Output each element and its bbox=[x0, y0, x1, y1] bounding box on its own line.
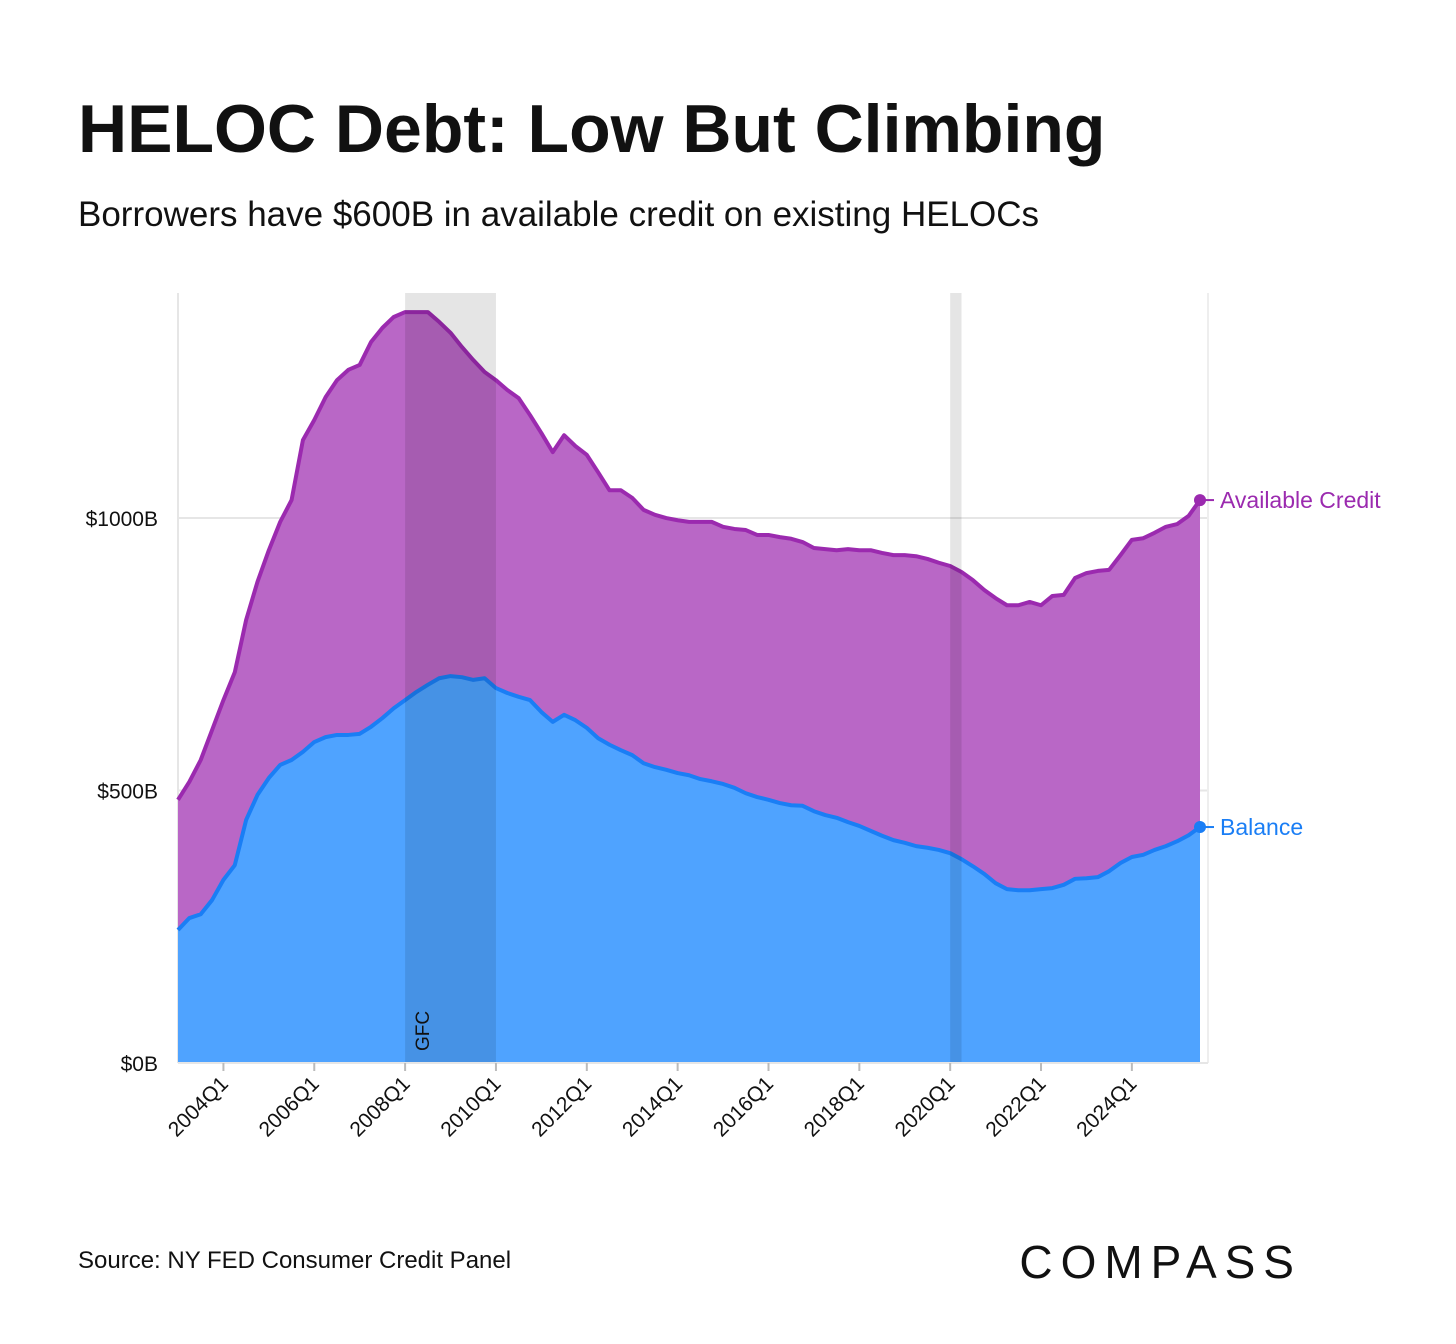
x-tick-label: 2010Q1 bbox=[436, 1072, 505, 1141]
x-tick-label: 2006Q1 bbox=[255, 1072, 324, 1141]
x-tick-label: 2004Q1 bbox=[164, 1072, 233, 1141]
area bbox=[178, 676, 1200, 1063]
x-tick-label: 2018Q1 bbox=[800, 1072, 869, 1141]
x-tick-label: 2020Q1 bbox=[891, 1072, 960, 1141]
x-tick-label: 2024Q1 bbox=[1072, 1072, 1141, 1141]
x-tick-label: 2008Q1 bbox=[346, 1072, 415, 1141]
shaded-period bbox=[950, 293, 962, 1063]
source-note: Source: NY FED Consumer Credit Panel bbox=[78, 1247, 511, 1274]
line bbox=[176, 310, 1202, 801]
series-label: Available Credit bbox=[1220, 487, 1381, 513]
chart-subtitle: Borrowers have $600B in available credit… bbox=[78, 195, 1039, 234]
y-tick-label: $500B bbox=[97, 781, 158, 804]
series-label: Balance bbox=[1220, 814, 1303, 840]
x-tick-label: 2014Q1 bbox=[618, 1072, 687, 1141]
shaded-period bbox=[405, 293, 496, 1063]
x-tick-label: 2016Q1 bbox=[709, 1072, 778, 1141]
y-tick-label: $0B bbox=[121, 1053, 158, 1076]
area bbox=[178, 312, 1200, 931]
x-tick-label: 2012Q1 bbox=[527, 1072, 596, 1141]
line bbox=[176, 674, 1202, 932]
plot-area: $0B $500B $1000B Balance Available Credit GFC… bbox=[86, 293, 1381, 1141]
chart-title: HELOC Debt: Low But Climbing bbox=[78, 91, 1105, 167]
logo: COMPASS bbox=[1019, 1236, 1302, 1288]
x-tick-label: 2022Q1 bbox=[981, 1072, 1050, 1141]
period-label: GFC bbox=[413, 1011, 434, 1051]
y-tick-label: $1000B bbox=[86, 508, 158, 531]
